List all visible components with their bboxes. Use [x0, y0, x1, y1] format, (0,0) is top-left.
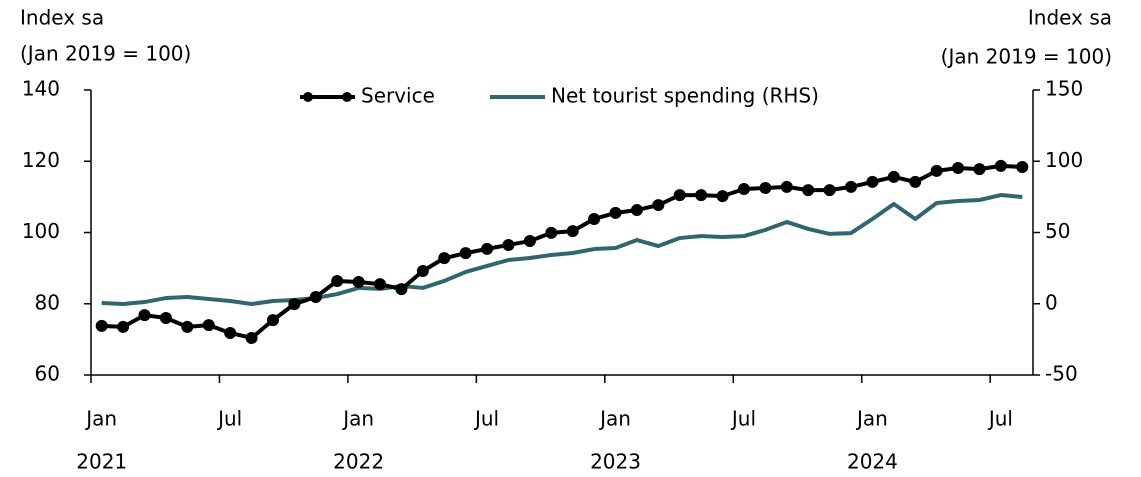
y2-tick-label: 100 — [1045, 148, 1083, 172]
x-tick-label: Jul — [473, 407, 499, 431]
series-marker — [930, 164, 943, 177]
series-marker — [224, 326, 237, 339]
series-marker — [630, 204, 643, 217]
x-tick-label: Jul — [730, 407, 756, 431]
series-marker — [673, 189, 686, 202]
y2-tick-label: 50 — [1045, 219, 1070, 243]
series-line — [101, 163, 1023, 340]
y-tick-label: 140 — [22, 77, 60, 101]
series-marker — [374, 278, 387, 291]
y2-tick-label: -50 — [1045, 362, 1078, 386]
series-marker — [588, 212, 601, 225]
series-marker — [309, 290, 322, 303]
series-marker — [416, 264, 429, 277]
legend-marker — [303, 92, 313, 102]
series-marker — [737, 183, 750, 196]
series-marker — [459, 247, 472, 260]
series-marker — [395, 283, 408, 296]
y2-axis-title: (Jan 2019 = 100) — [941, 45, 1112, 69]
y-tick-label: 120 — [22, 148, 60, 172]
series-marker — [695, 189, 708, 202]
x-year-label: 2021 — [76, 450, 127, 474]
series-marker — [181, 320, 194, 333]
series-marker — [523, 235, 536, 248]
series-marker — [780, 180, 793, 193]
series-marker — [823, 184, 836, 197]
legend-label: Net tourist spending (RHS) — [551, 84, 819, 108]
series-marker — [138, 309, 151, 322]
x-tick-label: Jan — [598, 407, 631, 431]
series-marker — [245, 331, 258, 344]
x-tick-label: Jan — [84, 407, 117, 431]
series-marker — [266, 314, 279, 327]
series-marker — [481, 242, 494, 255]
y-axis-title: Index sa — [20, 6, 104, 30]
y-axis-title: (Jan 2019 = 100) — [20, 42, 191, 66]
x-tick-label: Jan — [855, 407, 888, 431]
series-marker — [716, 190, 729, 203]
series-marker — [866, 175, 879, 188]
legend-label: Service — [361, 84, 435, 108]
x-year-label: 2022 — [333, 450, 384, 474]
series-marker — [352, 276, 365, 289]
x-year-label: 2024 — [847, 450, 898, 474]
series-marker — [331, 274, 344, 287]
y2-tick-label: 150 — [1045, 77, 1083, 101]
series-marker — [887, 170, 900, 183]
y-tick-label: 60 — [35, 362, 60, 386]
series-marker — [566, 225, 579, 238]
x-tick-label: Jan — [341, 407, 374, 431]
series-marker — [845, 180, 858, 193]
series-marker — [973, 163, 986, 176]
series-marker — [438, 252, 451, 265]
series-marker — [909, 175, 922, 188]
series-marker — [202, 319, 215, 332]
series-marker — [117, 320, 130, 333]
series-marker — [159, 312, 172, 324]
x-tick-label: Jul — [216, 407, 242, 431]
series-marker — [609, 206, 622, 219]
series-marker — [652, 199, 665, 212]
x-tick-label: Jul — [987, 407, 1013, 431]
series-marker — [759, 181, 772, 194]
series-marker — [952, 162, 965, 175]
series-marker — [1016, 160, 1029, 173]
series-marker — [502, 238, 515, 251]
series-marker — [545, 226, 558, 239]
x-year-label: 2023 — [590, 450, 641, 474]
series-marker — [288, 298, 301, 311]
series-marker — [994, 159, 1007, 172]
y-tick-label: 100 — [22, 219, 60, 243]
series-marker — [802, 184, 815, 197]
series-line — [101, 193, 1023, 307]
y2-axis-title: Index sa — [1028, 6, 1112, 30]
y-tick-label: 80 — [35, 290, 60, 314]
series-marker — [95, 319, 108, 332]
y2-tick-label: 0 — [1045, 290, 1058, 314]
legend-marker — [342, 92, 352, 102]
